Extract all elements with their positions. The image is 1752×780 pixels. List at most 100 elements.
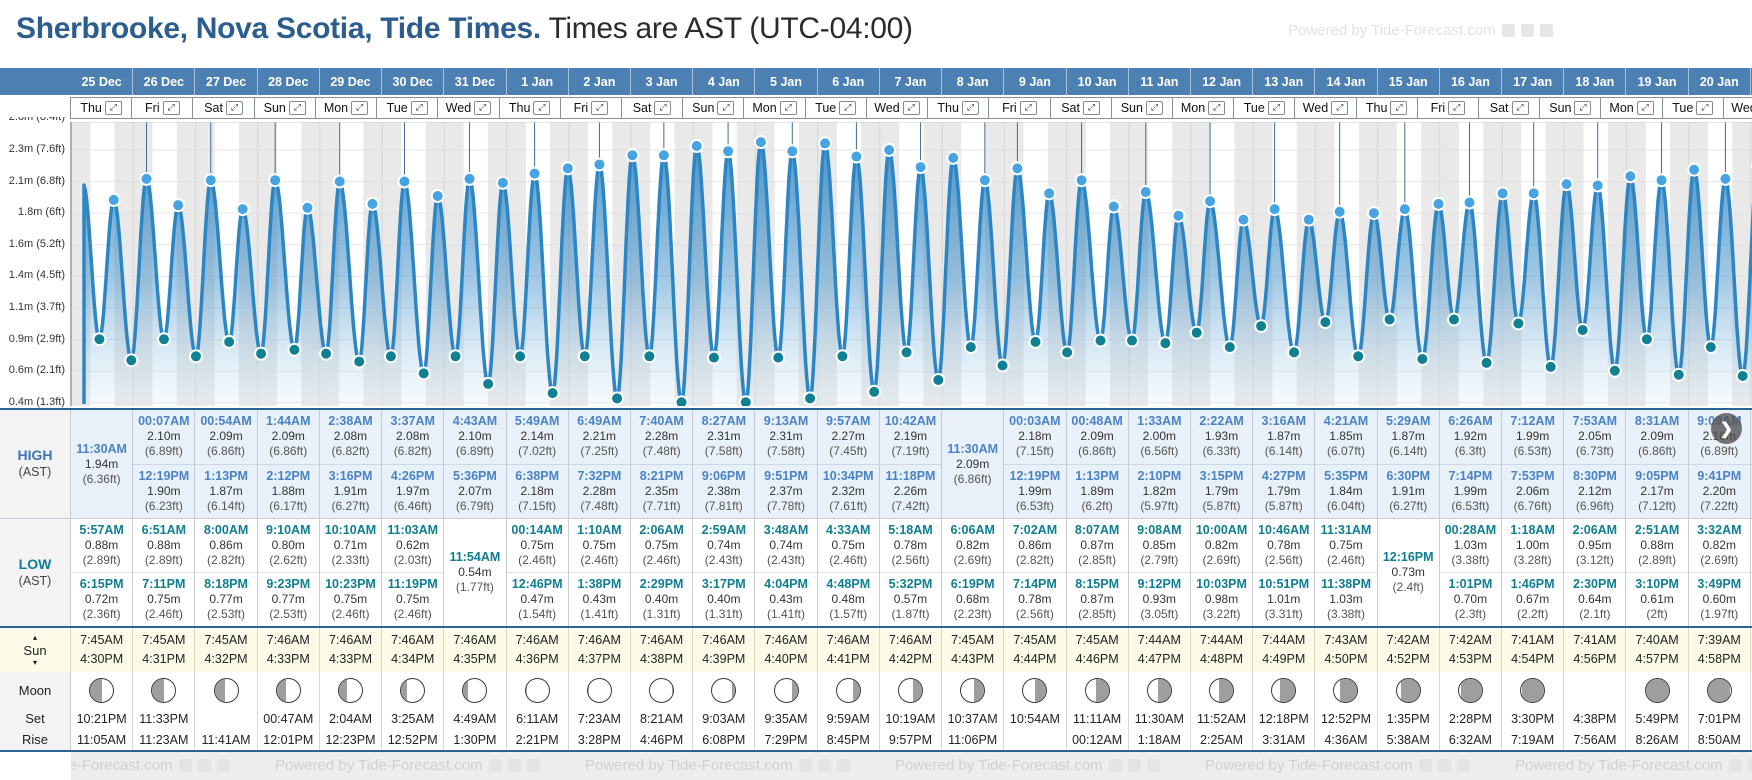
date-header-cell: 17 Jan [1502, 68, 1565, 95]
high-tide-time: 6:30PM [1386, 468, 1431, 483]
low-tide-height-m: 0.47m [520, 592, 554, 606]
expand-day-button[interactable]: ⤢ [1082, 101, 1100, 115]
expand-day-button[interactable]: ⤢ [1019, 101, 1037, 115]
low-tide-row: LOW (AST) 5:57AM 0.88m (2.89ft) 6:15PM 0.72m… [0, 518, 1752, 626]
low-tide-time: 9:10AM [266, 523, 311, 537]
day-header-cell: Sun ⤢ [253, 97, 316, 119]
sunset-time: 4:52PM [1386, 652, 1430, 666]
sun-row-label[interactable]: ▴ Sun ▾ [0, 628, 71, 672]
high-tide-height-m: 2.31m [707, 429, 741, 444]
moon-phase-cell [1689, 672, 1751, 708]
expand-day-button[interactable]: ⤢ [1208, 101, 1226, 115]
social-icon [197, 759, 211, 772]
sunset-time: 4:40PM [764, 652, 808, 666]
low-tide-entry: 00:14AM 0.75m (2.46ft) [507, 519, 568, 572]
moonset-time-cell: 1:35PM [1378, 708, 1440, 729]
day-of-week-label: Wed [1731, 101, 1752, 115]
moon-phase-icon [773, 677, 799, 703]
expand-day-button[interactable]: ⤢ [474, 101, 492, 115]
low-tide-height-ft: (1.41ft) [580, 607, 619, 621]
sunrise-time: 7:40AM [1635, 633, 1679, 647]
sun-times-cell: 7:45AM 4:31PM [133, 628, 196, 672]
low-tide-height-ft: (2.69ft) [1202, 553, 1241, 567]
high-tide-time: 12:19PM [1009, 468, 1061, 483]
low-tide-height-m: 0.87m [1080, 592, 1114, 606]
low-tide-entry: 5:32PM 0.57m (1.87ft) [879, 572, 942, 626]
moon-phase-icon [1457, 677, 1483, 703]
expand-day-button[interactable]: ⤢ [1331, 101, 1349, 115]
expand-day-button[interactable]: ⤢ [104, 101, 122, 115]
low-tide-height-ft: (2.69ft) [1700, 553, 1739, 567]
expand-day-button[interactable]: ⤢ [351, 101, 369, 115]
high-tide-height-ft: (6.14ft) [1264, 444, 1303, 459]
low-tide-height-m: 0.68m [955, 592, 990, 606]
high-tide-entry: 10:34PM 2.32m (7.61ft) [817, 463, 879, 519]
moon-phase-icon [213, 677, 239, 703]
scroll-right-button[interactable]: ❯ [1711, 413, 1742, 444]
date-header-cell: 12 Jan [1191, 68, 1254, 95]
high-tide-time: 2:10PM [1137, 468, 1182, 483]
low-tide-height-m: 0.43m [769, 592, 803, 606]
expand-day-button[interactable]: ⤢ [717, 101, 735, 115]
high-tide-height-ft: (6.53ft) [1513, 444, 1552, 459]
high-tide-time: 9:06PM [701, 468, 746, 483]
moon-phase-cell [1067, 672, 1129, 708]
high-tide-cell: 1:33AM 2.00m (6.56ft) 2:10PM 1.82m (5.97ft) [1128, 410, 1191, 518]
low-tide-time: 11:19PM [387, 577, 438, 591]
high-tide-row: HIGH (AST) 11:30AM 1.94m (6.36ft) 00:07AM 2.… [0, 410, 1752, 518]
expand-day-button[interactable]: ⤢ [533, 101, 551, 115]
expand-day-button[interactable]: ⤢ [1696, 101, 1714, 115]
expand-day-button[interactable]: ⤢ [1390, 101, 1408, 115]
expand-day-button[interactable]: ⤢ [1267, 101, 1285, 115]
expand-day-button[interactable]: ⤢ [288, 101, 306, 115]
moon-phase-cell [1191, 672, 1254, 708]
low-tide-cell: 4:33AM 0.75m (2.46ft) 4:48PM 0.48m (1.57ft) [817, 519, 880, 626]
moon-phase-cell [195, 672, 258, 708]
low-tide-time: 2:30PM [1572, 577, 1617, 591]
low-tide-height-m: 0.75m [644, 538, 679, 552]
sunset-time: 4:35PM [453, 652, 497, 666]
high-tide-height-ft: (6.27ft) [331, 498, 370, 513]
high-tide-height-m: 1.87m [209, 483, 243, 498]
expand-day-button[interactable]: ⤢ [410, 101, 428, 115]
high-tide-entry: 8:30PM 2.12m (6.96ft) [1564, 463, 1626, 519]
high-tide-entry: 9:41PM 2.20m (7.22ft) [1688, 463, 1750, 519]
expand-day-button[interactable]: ⤢ [654, 101, 672, 115]
expand-day-button[interactable]: ⤢ [779, 101, 797, 115]
sun-times-cell: 7:41AM 4:54PM [1502, 628, 1565, 672]
low-tide-height-m: 0.75m [333, 592, 368, 606]
day-header-cell: Mon ⤢ [314, 97, 378, 119]
expand-day-button[interactable]: ⤢ [1574, 101, 1592, 115]
expand-day-button[interactable]: ⤢ [839, 101, 857, 115]
expand-day-button[interactable]: ⤢ [961, 101, 979, 115]
moonset-time-cell: 12:18PM [1253, 708, 1316, 729]
high-tide-height-m: 2.09m [1080, 429, 1114, 444]
day-of-week-label: Sat [204, 101, 223, 115]
low-tide-height-m: 0.64m [1578, 592, 1612, 606]
day-header-cell: Fri ⤢ [988, 97, 1051, 119]
sun-times-cell: 7:45AM 4:46PM [1067, 628, 1129, 672]
expand-day-button[interactable]: ⤢ [1145, 101, 1163, 115]
moon-phase-fill [792, 678, 798, 702]
high-tide-time: 7:12AM [1510, 414, 1555, 429]
expand-day-button[interactable]: ⤢ [591, 101, 609, 115]
low-tide-time: 11:38PM [1320, 577, 1371, 591]
date-header-cell: 19 Jan [1626, 68, 1689, 95]
expand-day-button[interactable]: ⤢ [1448, 101, 1466, 115]
expand-day-button[interactable]: ⤢ [902, 101, 920, 115]
sunrise-arrow-icon: ▴ [32, 632, 37, 642]
moonrise-time-cell: 7:19AM [1502, 729, 1565, 750]
expand-day-button[interactable]: ⤢ [1636, 101, 1654, 115]
high-tide-height-m: 1.91m [1391, 483, 1425, 498]
low-tide-height-ft: (2.53ft) [269, 607, 308, 621]
low-tide-time: 1:38PM [577, 577, 622, 591]
expand-day-button[interactable]: ⤢ [225, 101, 243, 115]
moonrise-time-cell: 2:25AM [1191, 729, 1254, 750]
expand-day-button[interactable]: ⤢ [162, 101, 180, 115]
date-header-cell: 5 Jan [755, 68, 818, 95]
expand-day-button[interactable]: ⤢ [1511, 101, 1529, 115]
high-tide-height-m: 2.09m [955, 456, 990, 471]
social-icon [798, 759, 812, 772]
high-tide-height-ft: (6.53ft) [1015, 498, 1054, 513]
